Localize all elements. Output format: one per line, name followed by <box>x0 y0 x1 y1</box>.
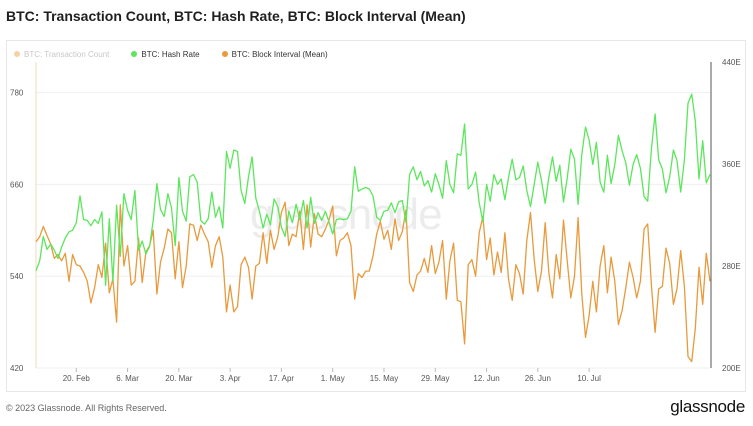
copyright-text: © 2023 Glassnode. All Rights Reserved. <box>6 403 167 413</box>
y-right-tick-label: 280E <box>722 262 741 271</box>
brand-logo: glassnode <box>670 397 745 416</box>
legend-item-block-interval[interactable]: BTC: Block Interval (Mean) <box>221 49 328 59</box>
legend-item-transaction-count[interactable]: BTC: Transaction Count <box>14 50 109 59</box>
x-tick-label: 20. Mar <box>165 374 192 383</box>
watermark-logo: glassnode <box>250 190 443 239</box>
legend-label: BTC: Hash Rate <box>141 49 200 59</box>
series-line-hash-rate <box>35 93 711 287</box>
x-tick-label: 1. May <box>321 374 345 383</box>
legend-swatch-hash-rate <box>131 51 138 57</box>
y-right-tick-label: 360E <box>722 160 741 169</box>
chart-legend: BTC: Transaction Count BTC: Hash Rate BT… <box>14 48 328 60</box>
x-tick-label: 15. May <box>370 374 398 383</box>
y-right-tick-label: 440E <box>722 58 741 67</box>
y-left-tick-label: 420 <box>10 364 24 373</box>
chart-title: BTC: Transaction Count, BTC: Hash Rate, … <box>6 8 466 24</box>
x-tick-label: 29. May <box>421 374 449 383</box>
legend-label: BTC: Transaction Count <box>24 49 110 59</box>
y-left-tick-label: 540 <box>10 272 24 281</box>
x-tick-label: 6. Mar <box>116 374 139 383</box>
x-tick-label: 3. Apr <box>220 374 241 383</box>
legend-label: BTC: Block Interval (Mean) <box>231 49 328 59</box>
x-tick-label: 10. Jul <box>577 374 601 383</box>
x-tick-label: 26. Jun <box>525 374 551 383</box>
x-tick-label: 20. Feb <box>63 374 91 383</box>
legend-swatch-block-interval <box>221 51 228 57</box>
y-right-tick-label: 200E <box>722 364 741 373</box>
x-tick-label: 12. Jun <box>473 374 499 383</box>
y-left-tick-label: 780 <box>10 89 24 98</box>
legend-item-hash-rate[interactable]: BTC: Hash Rate <box>131 49 200 59</box>
y-left-tick-label: 660 <box>10 180 24 189</box>
legend-swatch-transaction-count <box>14 51 20 57</box>
x-tick-label: 17. Apr <box>269 374 295 383</box>
